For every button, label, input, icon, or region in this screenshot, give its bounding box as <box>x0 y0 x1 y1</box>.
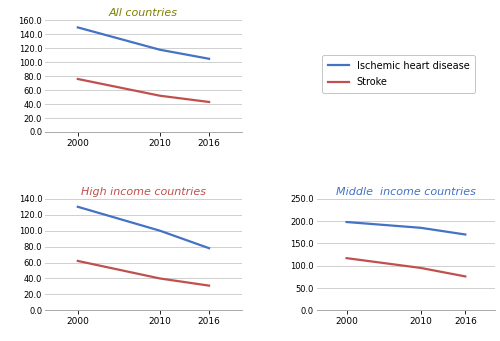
Legend: Ischemic heart disease, Stroke: Ischemic heart disease, Stroke <box>322 55 476 93</box>
Title: All countries: All countries <box>109 8 178 18</box>
Title: High income countries: High income countries <box>81 187 206 197</box>
Title: Middle  income countries: Middle income countries <box>336 187 476 197</box>
